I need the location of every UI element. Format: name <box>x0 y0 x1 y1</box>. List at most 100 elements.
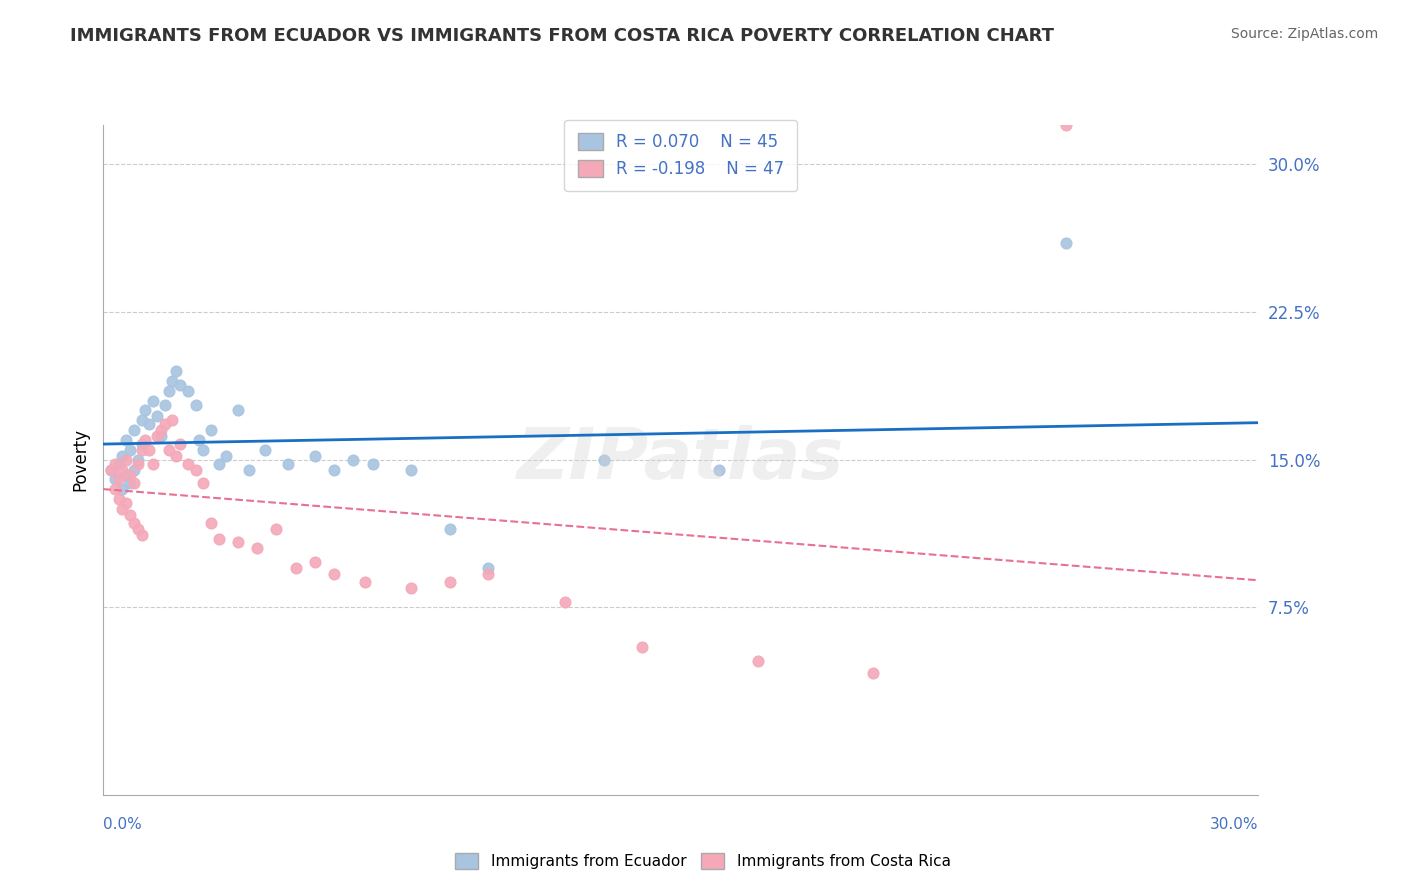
Point <box>354 574 377 589</box>
Point <box>323 566 346 581</box>
Point <box>115 468 138 483</box>
Text: ZIPatlas: ZIPatlas <box>517 425 845 494</box>
Point <box>277 457 299 471</box>
Point <box>122 476 145 491</box>
Point <box>1054 118 1077 132</box>
Point <box>111 462 134 476</box>
Text: 0.0%: 0.0% <box>103 817 142 832</box>
Point <box>193 476 215 491</box>
Point <box>177 384 200 398</box>
Point <box>554 594 576 608</box>
Point <box>399 462 422 476</box>
Point <box>131 527 153 541</box>
Point <box>104 472 127 486</box>
Point <box>120 442 142 457</box>
Point <box>146 429 169 443</box>
Point <box>200 516 222 530</box>
Point <box>165 364 187 378</box>
Text: IMMIGRANTS FROM ECUADOR VS IMMIGRANTS FROM COSTA RICA POVERTY CORRELATION CHART: IMMIGRANTS FROM ECUADOR VS IMMIGRANTS FR… <box>70 27 1054 45</box>
Point <box>131 413 153 427</box>
Point <box>104 457 127 471</box>
Point <box>184 462 207 476</box>
Legend: Immigrants from Ecuador, Immigrants from Costa Rica: Immigrants from Ecuador, Immigrants from… <box>450 847 956 875</box>
Point <box>131 442 153 457</box>
Point <box>134 403 156 417</box>
Point <box>111 449 134 463</box>
Point <box>169 437 191 451</box>
Point <box>127 457 149 471</box>
Point <box>477 561 499 575</box>
Point <box>120 468 142 483</box>
Point <box>138 417 160 432</box>
Point <box>246 541 269 556</box>
Point <box>162 374 184 388</box>
Point <box>107 492 129 507</box>
Point <box>1054 235 1077 250</box>
Point <box>111 483 134 497</box>
Point <box>439 522 461 536</box>
Point <box>184 398 207 412</box>
Point <box>149 429 172 443</box>
Point <box>104 483 127 497</box>
Text: Source: ZipAtlas.com: Source: ZipAtlas.com <box>1230 27 1378 41</box>
Point <box>107 457 129 471</box>
Point <box>266 522 288 536</box>
Point <box>162 413 184 427</box>
Y-axis label: Poverty: Poverty <box>72 428 89 491</box>
Point <box>122 462 145 476</box>
Point <box>253 442 276 457</box>
Point <box>131 437 153 451</box>
Point <box>122 516 145 530</box>
Point <box>127 452 149 467</box>
Point <box>142 393 165 408</box>
Point <box>342 452 364 467</box>
Point <box>111 502 134 516</box>
Point <box>127 522 149 536</box>
Text: 30.0%: 30.0% <box>1209 817 1258 832</box>
Point <box>177 457 200 471</box>
Point <box>631 640 654 654</box>
Point <box>115 496 138 510</box>
Point <box>226 403 249 417</box>
Point <box>208 457 231 471</box>
Point <box>134 433 156 447</box>
Point <box>208 532 231 546</box>
Point <box>747 654 769 668</box>
Point <box>100 462 122 476</box>
Point <box>157 384 180 398</box>
Point <box>165 449 187 463</box>
Point <box>138 442 160 457</box>
Point <box>142 457 165 471</box>
Point <box>709 462 731 476</box>
Point <box>169 377 191 392</box>
Point <box>115 433 138 447</box>
Point <box>439 574 461 589</box>
Point <box>149 423 172 437</box>
Point <box>862 665 884 680</box>
Point <box>120 508 142 522</box>
Point <box>153 398 176 412</box>
Point <box>592 452 614 467</box>
Point <box>304 555 326 569</box>
Point <box>146 409 169 424</box>
Point <box>477 566 499 581</box>
Point <box>153 417 176 432</box>
Point <box>200 423 222 437</box>
Point <box>157 442 180 457</box>
Point <box>323 462 346 476</box>
Point <box>193 442 215 457</box>
Point <box>361 457 384 471</box>
Point <box>399 581 422 595</box>
Point <box>238 462 260 476</box>
Legend: R = 0.070    N = 45, R = -0.198    N = 47: R = 0.070 N = 45, R = -0.198 N = 47 <box>564 120 797 191</box>
Point <box>226 535 249 549</box>
Point <box>120 476 142 491</box>
Point <box>215 449 238 463</box>
Point <box>107 472 129 486</box>
Point <box>304 449 326 463</box>
Point <box>115 452 138 467</box>
Point <box>188 433 211 447</box>
Point <box>122 423 145 437</box>
Point <box>100 462 122 476</box>
Point <box>284 561 307 575</box>
